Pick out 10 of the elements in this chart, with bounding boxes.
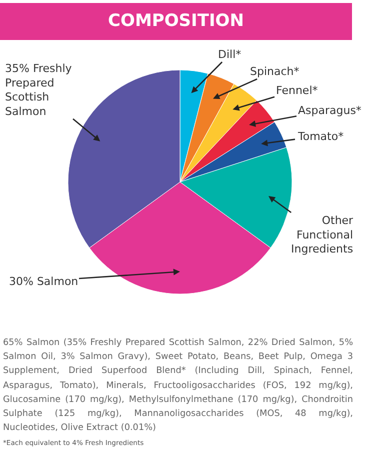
chart-title: COMPOSITION <box>0 3 352 40</box>
slice-label: Fennel* <box>276 84 318 97</box>
slice-label: Spinach* <box>250 65 300 78</box>
slice-label: 30% Salmon <box>9 275 78 288</box>
slice-label: Tomato* <box>297 130 344 143</box>
slice-label: Other Functional Ingredients <box>291 214 354 256</box>
slice-label: Dill* <box>218 48 242 61</box>
slice-label: Asparagus* <box>298 104 362 117</box>
slice-label: 35% Freshly Prepared Scottish Salmon <box>5 62 72 118</box>
text: 65% Salmon (35% Freshly Prepared Scottish Salmon, 22% Dried Salmon, 5% Salmon Oil, 3% Salmon Gravy), Sweet Potato, Beans, Beet Pulp, Omega 3 Supplement, Dried Superfood Blend* (Including Dill, Spinach, Fennel, Asparagus, Tomato), Minerals, Fructooligosaccharides (FOS, 192 mg/kg), Glucosamine (170 mg/kg), Methylsulfonylmethane (170 mg/kg), Chondroitin Sulphate (125 mg/kg), Mannanoligosaccharides (MOS, 48 mg/kg), Nucleotides, Olive Extract (0.01%) <box>3 337 353 436</box>
